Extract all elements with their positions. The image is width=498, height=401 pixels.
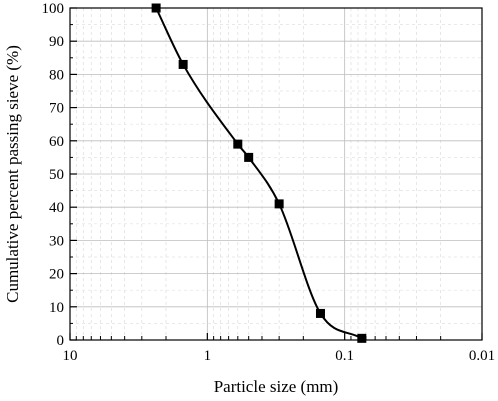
data-point-marker (357, 333, 367, 343)
x-tick-label: 0.01 (469, 348, 495, 364)
y-tick-label: 20 (49, 267, 64, 283)
y-tick-label: 60 (49, 134, 64, 150)
y-tick-label: 90 (49, 34, 64, 50)
y-tick-label: 100 (42, 1, 65, 17)
x-tick-label: 0.1 (335, 348, 354, 364)
axis-ticks (69, 7, 483, 341)
y-tick-label: 50 (49, 167, 64, 183)
x-tick-label: 1 (204, 348, 212, 364)
y-tick-label: 80 (49, 67, 64, 83)
data-point-marker (274, 199, 284, 209)
y-tick-label: 30 (49, 233, 64, 249)
y-tick-label: 10 (49, 300, 64, 316)
data-point-marker (244, 152, 254, 162)
x-axis-title: Particle size (mm) (214, 377, 339, 396)
data-point-marker (178, 59, 188, 69)
y-tick-label: 70 (49, 101, 64, 117)
data-markers (151, 3, 367, 343)
y-tick-label: 0 (57, 333, 65, 349)
y-axis-title: Cumulative percent passing sieve (%) (3, 45, 22, 303)
data-point-marker (315, 308, 325, 318)
grid (70, 8, 482, 340)
y-tick-label: 40 (49, 200, 64, 216)
data-point-marker (233, 139, 243, 149)
x-tick-label: 10 (63, 348, 78, 364)
